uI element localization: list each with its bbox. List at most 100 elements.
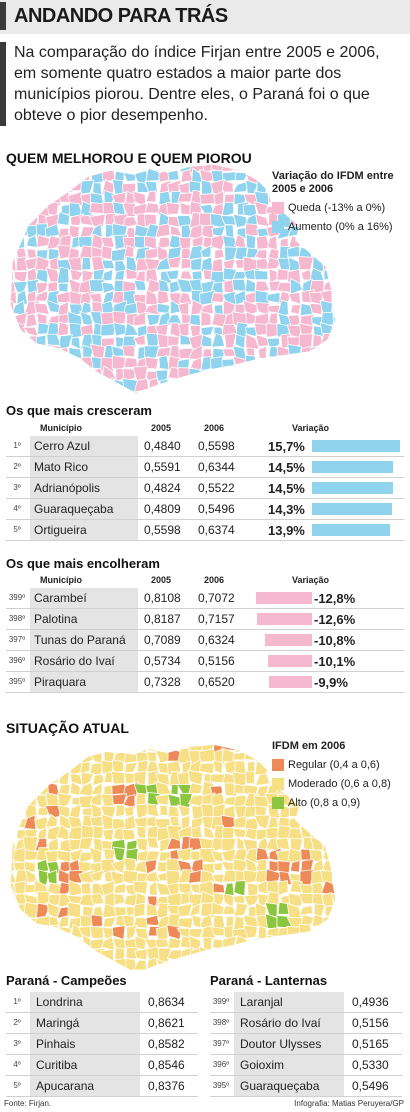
municipality-cell [79, 761, 91, 775]
municipality-cell [69, 268, 85, 281]
municipality-cell [324, 378, 336, 393]
municipality-cell [26, 772, 39, 786]
ifdm-value: 0,8582 [148, 1037, 185, 1051]
municipality-cell [321, 826, 335, 842]
municipality-cell [146, 836, 160, 849]
municipality-cell [179, 958, 192, 973]
municipality-cell [159, 969, 170, 974]
municipality-cell [170, 783, 179, 796]
name-cell-bg [30, 478, 138, 498]
lead-text: Na comparação do índice Firjan entre 200… [14, 44, 380, 124]
municipality-cell [277, 366, 291, 382]
municipality-cell [297, 958, 314, 974]
municipality-cell [89, 925, 104, 939]
municipality-cell [68, 803, 82, 819]
municipality-cell [10, 936, 18, 951]
value-2005: 0,4840 [144, 439, 181, 453]
municipality-cell [90, 343, 106, 359]
municipality-cell [133, 311, 147, 327]
municipality-cell [133, 902, 146, 919]
municipality-cell [10, 780, 17, 797]
municipality-cell [264, 948, 281, 963]
municipality-cell [244, 164, 258, 172]
municipality-cell [268, 280, 282, 292]
municipality-cell [234, 389, 249, 394]
municipality-cell [322, 935, 336, 952]
municipality-cell [233, 880, 246, 897]
municipality-cell [10, 204, 18, 217]
municipality-cell [300, 934, 315, 952]
municipality-cell [58, 368, 73, 381]
municipality-cell [199, 379, 214, 392]
municipality-cell [221, 947, 236, 962]
ifdm-value: 0,8546 [148, 1058, 185, 1072]
municipality-cell [69, 388, 83, 394]
variation-value: -10,8% [314, 633, 356, 648]
municipality-cell [166, 936, 182, 949]
municipality-cell [167, 804, 180, 819]
municipality-cell [23, 376, 40, 393]
map2-legend: IFDM em 2006 Regular (0,4 a 0,6) Moderad… [272, 740, 404, 816]
variation-bar [256, 592, 312, 604]
municipality-cell [10, 324, 17, 337]
municipality-cell [233, 783, 246, 795]
municipality-cell [200, 179, 214, 196]
municipality-cell [125, 255, 139, 273]
list-item: 398º Rosário do Ivaí 0,5156 [210, 1013, 402, 1034]
municipality-cell [110, 770, 126, 785]
name-cell-bg [234, 1034, 344, 1054]
municipality-cell [177, 770, 190, 787]
municipality-cell [333, 961, 336, 972]
municipality-cell [189, 970, 204, 974]
municipality-cell [133, 972, 150, 974]
municipality-cell [88, 749, 103, 764]
municipality-cell [35, 366, 49, 381]
municipality-cell [79, 948, 94, 962]
value-2006: 0,7072 [198, 591, 235, 605]
municipality-cell [35, 771, 51, 786]
value-2006: 0,5598 [198, 439, 235, 453]
municipality-cell [13, 167, 27, 183]
municipality-cell [33, 924, 49, 939]
municipality-cell [10, 924, 18, 941]
municipality-cell [136, 825, 147, 840]
municipality-cell [125, 744, 137, 754]
municipality-cell [36, 759, 50, 775]
municipality-cell [254, 773, 271, 786]
municipality-cell [155, 223, 171, 238]
municipality-cell [92, 825, 105, 839]
legend-swatch [272, 797, 284, 809]
municipality-cell [15, 772, 28, 784]
municipio-name: Palotina [34, 612, 78, 626]
municipality-cell [308, 958, 325, 974]
municipality-cell [288, 958, 303, 974]
municipality-cell [276, 282, 293, 293]
municipality-cell [309, 926, 324, 941]
municipality-cell [210, 292, 226, 303]
municipality-cell [232, 180, 249, 194]
municipality-cell [320, 248, 334, 261]
ifdm-value: 0,5165 [352, 1037, 389, 1051]
municipality-cell [13, 334, 28, 348]
municipality-cell [67, 356, 84, 369]
municipality-cell [58, 282, 69, 293]
municipality-cell [233, 902, 249, 917]
municipality-cell [265, 380, 279, 392]
municipality-cell [124, 814, 137, 831]
legend-label: Regular (0,4 a 0,6) [288, 759, 380, 771]
municipality-cell [24, 744, 39, 754]
name-cell-bg [234, 992, 344, 1012]
table-row: 2º Mato Rico 0,5591 0,6344 14,5% [6, 457, 404, 478]
list-item: 2º Maringá 0,8621 [6, 1013, 198, 1034]
col-variacao: Variação [292, 423, 330, 433]
col-variacao: Variação [292, 575, 330, 585]
municipality-cell [12, 948, 27, 963]
municipality-cell [24, 946, 39, 963]
municipality-cell [46, 164, 62, 173]
municipality-cell [10, 181, 18, 196]
municipality-cell [233, 959, 246, 974]
municipality-cell [188, 344, 203, 361]
municipality-cell [244, 744, 260, 754]
municipality-cell [10, 234, 17, 249]
